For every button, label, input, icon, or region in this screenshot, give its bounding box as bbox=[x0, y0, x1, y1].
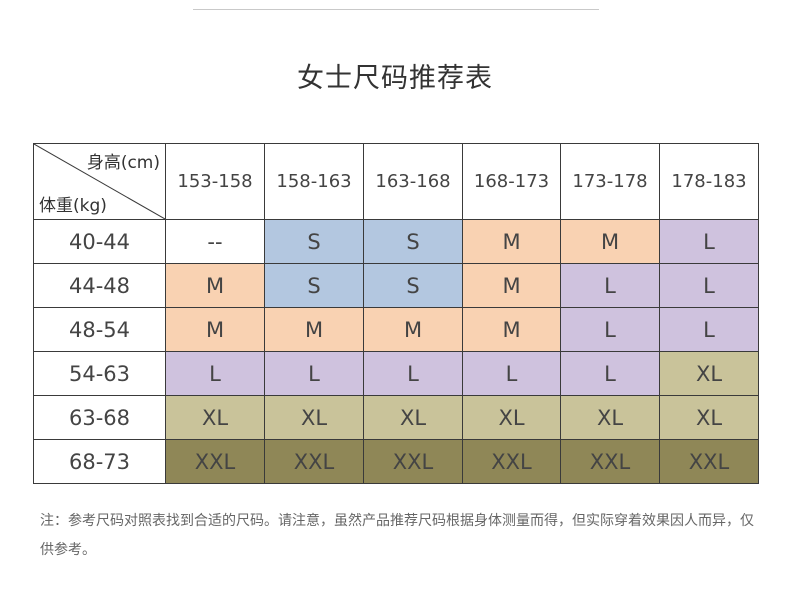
size-cell: XL bbox=[560, 395, 660, 440]
weight-row-header: 54-63 bbox=[33, 351, 166, 396]
size-cell: L bbox=[363, 351, 463, 396]
size-cell: L bbox=[462, 351, 561, 396]
weight-row-header: 44-48 bbox=[33, 263, 166, 308]
table-row: 40-44 -- S S M M L bbox=[33, 219, 759, 264]
weight-axis-label: 体重(kg) bbox=[39, 196, 107, 216]
size-cell: XXL bbox=[659, 439, 759, 484]
size-cell: M bbox=[165, 307, 265, 352]
top-divider bbox=[193, 9, 599, 10]
weight-row-header: 48-54 bbox=[33, 307, 166, 352]
size-cell: XL bbox=[659, 395, 759, 440]
table-row: 48-54 M M M M L L bbox=[33, 307, 759, 352]
size-cell: XL bbox=[462, 395, 561, 440]
size-cell: L bbox=[659, 219, 759, 264]
size-cell: XXL bbox=[462, 439, 561, 484]
size-cell: L bbox=[659, 263, 759, 308]
size-chart-table: 身高(cm) 体重(kg) 153-158 158-163 163-168 168-1… bbox=[33, 143, 759, 484]
size-cell: S bbox=[363, 263, 463, 308]
size-cell: -- bbox=[165, 219, 265, 264]
table-row: 44-48 M S S M L L bbox=[33, 263, 759, 308]
diagonal-divider bbox=[34, 144, 165, 219]
height-column-header: 178-183 bbox=[659, 143, 759, 220]
height-column-header: 163-168 bbox=[363, 143, 463, 220]
weight-row-header: 40-44 bbox=[33, 219, 166, 264]
height-column-header: 168-173 bbox=[462, 143, 561, 220]
size-cell: M bbox=[462, 307, 561, 352]
size-cell: M bbox=[264, 307, 364, 352]
size-cell: L bbox=[560, 307, 660, 352]
size-cell: XL bbox=[659, 351, 759, 396]
height-axis-label: 身高(cm) bbox=[86, 153, 160, 173]
size-cell: L bbox=[659, 307, 759, 352]
size-cell: S bbox=[264, 263, 364, 308]
size-cell: M bbox=[363, 307, 463, 352]
table-row: 63-68 XL XL XL XL XL XL bbox=[33, 395, 759, 440]
size-cell: S bbox=[363, 219, 463, 264]
size-cell: M bbox=[462, 219, 561, 264]
size-cell: L bbox=[264, 351, 364, 396]
corner-header-cell: 身高(cm) 体重(kg) bbox=[33, 143, 166, 220]
size-cell: L bbox=[560, 351, 660, 396]
size-cell: L bbox=[560, 263, 660, 308]
size-cell: L bbox=[165, 351, 265, 396]
size-cell: M bbox=[462, 263, 561, 308]
size-cell: XXL bbox=[560, 439, 660, 484]
table-row: 54-63 L L L L L XL bbox=[33, 351, 759, 396]
size-cell: S bbox=[264, 219, 364, 264]
size-cell: XL bbox=[165, 395, 265, 440]
size-cell: XL bbox=[264, 395, 364, 440]
footnote: 注：参考尺码对照表找到合适的尺码。请注意，虽然产品推荐尺码根据身体测量而得，但实… bbox=[40, 513, 754, 558]
size-cell: XXL bbox=[363, 439, 463, 484]
size-cell: XL bbox=[363, 395, 463, 440]
height-column-header: 173-178 bbox=[560, 143, 660, 220]
size-cell: M bbox=[165, 263, 265, 308]
weight-row-header: 63-68 bbox=[33, 395, 166, 440]
page-title: 女士尺码推荐表 bbox=[297, 63, 493, 94]
size-cell: XXL bbox=[264, 439, 364, 484]
size-cell: M bbox=[560, 219, 660, 264]
height-column-header: 153-158 bbox=[165, 143, 265, 220]
size-cell: XXL bbox=[165, 439, 265, 484]
weight-row-header: 68-73 bbox=[33, 439, 166, 484]
table-row: 68-73 XXL XXL XXL XXL XXL XXL bbox=[33, 439, 759, 484]
header-row: 身高(cm) 体重(kg) 153-158 158-163 163-168 168-1… bbox=[33, 143, 759, 220]
height-column-header: 158-163 bbox=[264, 143, 364, 220]
